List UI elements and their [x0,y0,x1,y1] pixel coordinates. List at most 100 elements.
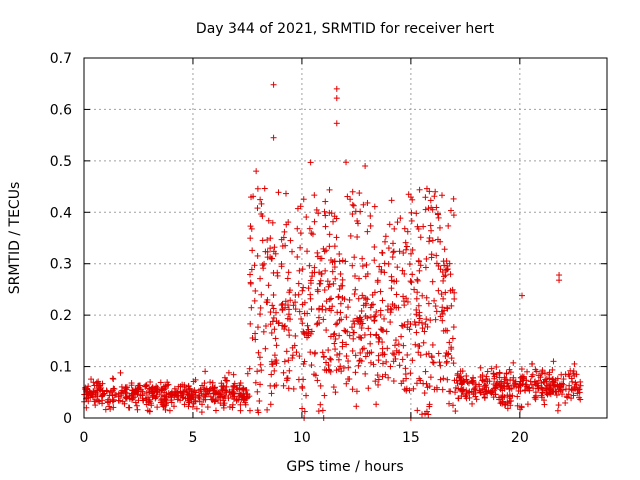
data-point [481,386,488,393]
data-point [301,310,308,317]
data-point [484,368,491,375]
data-point [187,395,194,402]
data-point [429,359,436,366]
data-point [404,228,411,235]
data-point [554,381,561,388]
data-point [385,260,392,267]
data-point [106,392,113,399]
data-point [409,357,416,364]
data-point [538,379,545,386]
data-point [254,205,261,212]
data-point [315,306,322,313]
data-point [146,408,153,415]
data-point [398,380,405,387]
data-point [446,339,453,346]
data-point [157,379,164,386]
data-point [562,386,569,393]
data-point [329,268,336,275]
data-point [343,314,350,321]
data-point [333,95,340,102]
data-point [269,302,276,309]
data-point [519,292,526,299]
data-point [230,371,237,378]
data-point [97,382,104,389]
data-point [231,393,238,400]
data-point [321,287,328,294]
data-point [532,378,539,385]
data-point [259,262,266,269]
data-point [104,398,111,405]
data-point [379,297,386,304]
data-point [451,377,458,384]
data-point [518,366,525,373]
data-point [394,219,401,226]
data-point [250,193,257,200]
data-point [421,328,428,335]
data-point [326,281,333,288]
data-point [320,353,327,360]
data-point [321,208,328,215]
data-point [334,320,341,327]
data-point [422,410,429,417]
data-point [443,358,450,365]
data-point [435,287,442,294]
data-point [279,306,286,313]
data-point [379,250,386,257]
data-point [315,408,322,415]
data-point [221,387,228,394]
data-point [252,336,259,343]
data-point [242,399,249,406]
data-point [375,381,382,388]
data-point [391,225,398,232]
data-point [479,385,486,392]
data-point [568,375,575,382]
data-point [306,225,313,232]
data-point [311,218,318,225]
data-point [399,356,406,363]
data-point [365,325,372,332]
data-point [517,388,524,395]
data-point [435,214,442,221]
data-point [299,287,306,294]
data-point [122,389,129,396]
data-point [252,287,259,294]
data-point [440,295,447,302]
data-point [292,332,299,339]
data-point [280,382,287,389]
data-point [319,407,326,414]
data-point [87,389,94,396]
data-point [311,371,318,378]
data-point [374,277,381,284]
data-point [428,251,435,258]
data-point [237,391,244,398]
data-point [440,258,447,265]
data-point [323,298,330,305]
data-point [429,237,436,244]
data-point [314,288,321,295]
data-point [285,311,292,318]
data-point [257,381,264,388]
data-point [128,382,135,389]
data-point [102,406,109,413]
data-point [384,345,391,352]
data-point [270,314,277,321]
data-point [238,396,245,403]
x-tick-label: 20 [511,430,529,446]
data-point [443,359,450,366]
data-point [367,222,374,229]
data-point [417,234,424,241]
data-point [354,233,361,240]
data-point [414,289,421,296]
data-point [347,196,354,203]
data-point [113,391,120,398]
data-point [271,352,278,359]
data-point [395,349,402,356]
data-point [283,375,290,382]
y-tick-label: 0.3 [50,257,72,273]
data-point [350,335,357,342]
data-point [409,196,416,203]
data-point [134,382,141,389]
data-point [314,253,321,260]
data-point [240,385,247,392]
data-point [260,265,267,272]
